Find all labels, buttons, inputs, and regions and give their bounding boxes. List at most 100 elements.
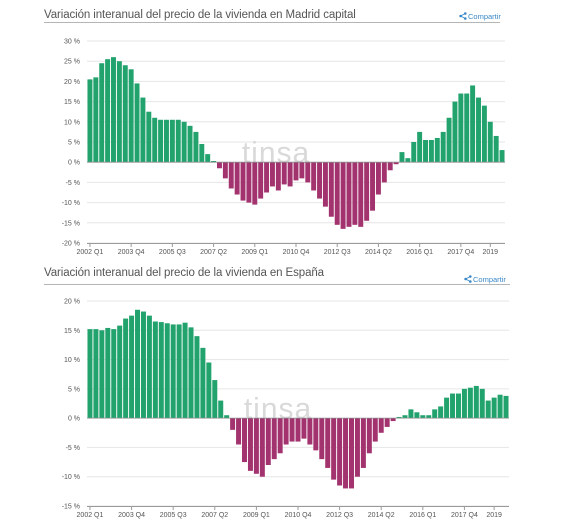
bar[interactable] <box>370 162 376 211</box>
bar[interactable] <box>216 162 222 169</box>
bar[interactable] <box>105 327 111 419</box>
bar[interactable] <box>252 162 258 205</box>
bar[interactable] <box>311 162 317 191</box>
bar[interactable] <box>218 400 224 419</box>
bar[interactable] <box>140 311 146 419</box>
bar[interactable] <box>293 162 299 181</box>
bar[interactable] <box>487 121 493 163</box>
bar[interactable] <box>322 162 328 207</box>
bar[interactable] <box>170 324 176 419</box>
bar[interactable] <box>111 57 116 163</box>
bar[interactable] <box>366 418 372 454</box>
bar[interactable] <box>464 93 470 163</box>
bar[interactable] <box>390 418 396 422</box>
bar[interactable] <box>408 409 414 419</box>
bar[interactable] <box>247 418 253 471</box>
bar[interactable] <box>438 406 444 419</box>
bar[interactable] <box>426 415 432 419</box>
bar[interactable] <box>182 322 188 419</box>
bar[interactable] <box>234 162 240 195</box>
bar[interactable] <box>402 415 408 419</box>
bar[interactable] <box>420 415 426 419</box>
bar[interactable] <box>384 418 390 427</box>
bar[interactable] <box>354 418 360 477</box>
bar[interactable] <box>236 418 242 445</box>
bar[interactable] <box>105 59 111 163</box>
bar[interactable] <box>372 418 378 442</box>
bar[interactable] <box>99 63 105 163</box>
bar[interactable] <box>381 162 387 183</box>
bar[interactable] <box>423 139 428 163</box>
bar[interactable] <box>264 162 270 193</box>
bar[interactable] <box>158 119 164 163</box>
bar[interactable] <box>269 162 275 187</box>
bar[interactable] <box>455 393 461 419</box>
bar[interactable] <box>328 162 334 217</box>
bar[interactable] <box>246 162 252 203</box>
bar[interactable] <box>175 119 181 163</box>
bar[interactable] <box>319 418 325 460</box>
bar[interactable] <box>283 418 289 445</box>
bar[interactable] <box>146 315 152 419</box>
bar[interactable] <box>287 162 293 187</box>
bar[interactable] <box>222 162 228 179</box>
bar[interactable] <box>360 418 366 468</box>
bar[interactable] <box>481 105 487 163</box>
bar[interactable] <box>434 137 440 163</box>
bar[interactable] <box>116 61 122 163</box>
bar[interactable] <box>224 415 230 419</box>
bar[interactable] <box>135 309 141 419</box>
bar[interactable] <box>503 395 509 419</box>
bar[interactable] <box>313 418 319 451</box>
bar[interactable] <box>281 162 287 185</box>
bar[interactable] <box>134 83 140 163</box>
bar[interactable] <box>158 322 164 419</box>
bar[interactable] <box>122 65 128 163</box>
bar[interactable] <box>199 144 205 163</box>
bar[interactable] <box>230 418 236 430</box>
bar[interactable] <box>258 162 264 199</box>
bar[interactable] <box>440 131 446 163</box>
bar[interactable] <box>485 400 491 419</box>
bar[interactable] <box>164 119 169 163</box>
bar[interactable] <box>337 418 343 486</box>
bar[interactable] <box>497 394 503 419</box>
bar[interactable] <box>461 388 467 419</box>
bar[interactable] <box>343 418 349 489</box>
bar[interactable] <box>289 418 295 442</box>
bar[interactable] <box>493 135 499 163</box>
bar[interactable] <box>467 387 473 419</box>
bar[interactable] <box>393 162 399 165</box>
bar[interactable] <box>87 79 93 163</box>
bar[interactable] <box>206 362 212 419</box>
bar[interactable] <box>181 121 187 163</box>
bar[interactable] <box>200 347 206 419</box>
bar[interactable] <box>305 162 311 183</box>
bar[interactable] <box>295 418 301 442</box>
bar[interactable] <box>346 162 352 227</box>
bar[interactable] <box>387 162 393 171</box>
bar[interactable] <box>476 97 481 163</box>
bar[interactable] <box>428 139 434 163</box>
bar[interactable] <box>307 418 313 445</box>
bar[interactable] <box>193 131 199 163</box>
bar[interactable] <box>242 418 248 463</box>
bar[interactable] <box>491 397 497 419</box>
bar[interactable] <box>99 330 105 419</box>
bar[interactable] <box>152 117 158 163</box>
bar[interactable] <box>358 162 364 227</box>
bar[interactable] <box>334 162 340 225</box>
bar[interactable] <box>340 162 346 229</box>
bar[interactable] <box>187 125 193 163</box>
bar[interactable] <box>417 131 423 163</box>
bar[interactable] <box>275 162 281 191</box>
bar[interactable] <box>396 416 402 419</box>
bar[interactable] <box>348 418 354 489</box>
bar[interactable] <box>364 162 370 221</box>
bar[interactable] <box>271 418 277 460</box>
bar[interactable] <box>470 85 476 163</box>
bar[interactable] <box>111 329 117 419</box>
bar[interactable] <box>117 325 123 419</box>
bar[interactable] <box>87 329 93 419</box>
bar[interactable] <box>301 418 307 439</box>
